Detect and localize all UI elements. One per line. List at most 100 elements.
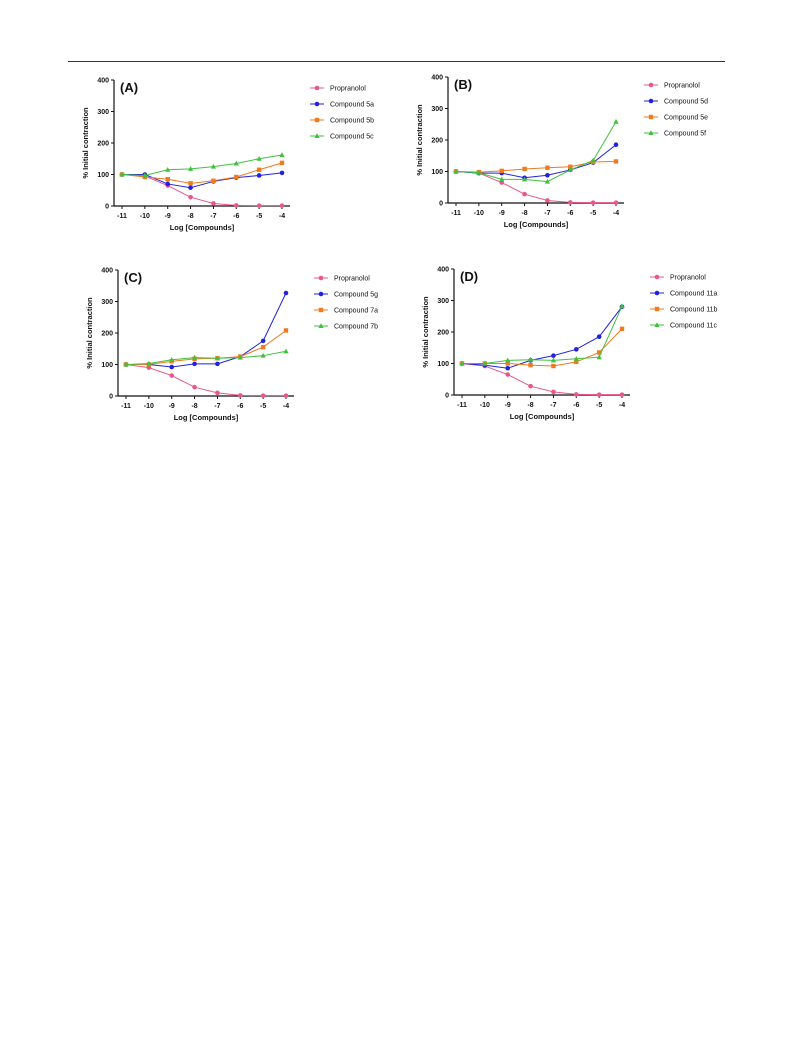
panel-label: (B) xyxy=(454,77,472,92)
y-tick-label: 0 xyxy=(439,201,443,208)
data-point xyxy=(619,392,625,397)
data-point xyxy=(260,352,266,358)
chart-panel-b: (B) 0 100 200 300 400 -11 -10 -9 -8 -7 -6 -5 -4 Log [C… xyxy=(396,65,736,265)
legend-marker xyxy=(648,114,654,120)
data-point xyxy=(165,177,170,182)
data-point xyxy=(522,166,527,172)
series-0 xyxy=(453,169,619,205)
legend-label: Compound 5a xyxy=(330,102,374,109)
x-tick-label: -5 xyxy=(260,403,266,410)
x-tick-label: -6 xyxy=(573,402,579,409)
data-point xyxy=(505,365,511,371)
data-point xyxy=(613,200,619,205)
data-point xyxy=(279,203,285,208)
x-tick-label: -11 xyxy=(117,213,127,220)
x-tick-label: -9 xyxy=(169,403,175,410)
x-tick-label: -10 xyxy=(480,402,490,409)
series-1 xyxy=(459,304,625,371)
data-point xyxy=(550,357,557,363)
x-tick-label: -10 xyxy=(474,210,484,217)
legend-marker xyxy=(318,275,324,281)
data-point xyxy=(283,328,289,333)
data-point xyxy=(188,181,193,186)
y-tick-label: 300 xyxy=(101,299,113,306)
data-point xyxy=(256,203,262,208)
series-3 xyxy=(453,118,619,184)
data-point xyxy=(283,290,289,296)
x-tick-label: -8 xyxy=(521,210,527,217)
data-point xyxy=(551,353,556,358)
series-line xyxy=(455,144,617,179)
panel-label: (C) xyxy=(124,270,142,285)
legend-label: Compound 5d xyxy=(664,99,708,106)
x-tick-label: -5 xyxy=(590,210,596,217)
series-line xyxy=(125,364,286,397)
legend-label: Propranolol xyxy=(334,276,370,283)
chart-svg-d: (D) 0 100 200 300 400 -11 -10 -9 -8 -7 -6 -5 -4 Log [C… xyxy=(421,267,717,422)
legend-label: Compound 5f xyxy=(664,131,706,138)
y-tick-label: 100 xyxy=(101,362,113,369)
x-tick-label: -8 xyxy=(187,213,193,220)
legend-marker xyxy=(318,323,324,328)
legend-label: Compound 5b xyxy=(330,118,374,125)
data-point xyxy=(233,203,239,208)
series-line xyxy=(462,328,623,367)
data-point xyxy=(459,360,465,366)
x-tick-label: -11 xyxy=(121,403,131,410)
panel-label: (A) xyxy=(120,80,138,95)
data-point xyxy=(573,355,579,361)
series-2 xyxy=(123,328,289,367)
x-tick-label: -4 xyxy=(283,403,289,410)
data-point xyxy=(476,169,482,175)
data-point xyxy=(169,364,175,370)
data-point xyxy=(567,167,573,172)
data-point xyxy=(596,354,602,360)
data-point xyxy=(482,360,488,366)
legend-label: Propranolol xyxy=(330,86,366,93)
chart-panel-a: (A) 0 100 200 300 400 -11 -10 -9 -8 -7 -6 -5 -4 Log [C… xyxy=(62,68,402,268)
data-point xyxy=(165,181,171,187)
legend-label: Propranolol xyxy=(664,83,700,90)
data-point xyxy=(590,157,596,163)
data-point xyxy=(522,191,527,197)
legend-label: Compound 5e xyxy=(664,115,708,122)
x-tick-label: -7 xyxy=(550,402,556,409)
y-tick-label: 400 xyxy=(101,268,113,275)
data-point xyxy=(142,172,148,178)
series-3 xyxy=(119,152,285,178)
chart-panel-d: (D) 0 100 200 300 400 -11 -10 -9 -8 -7 -6 -5 -4 Log [C… xyxy=(402,257,742,457)
legend-label: Compound 7b xyxy=(334,324,378,331)
series-line xyxy=(121,154,283,176)
x-tick-label: -9 xyxy=(165,213,171,220)
x-tick-label: -7 xyxy=(210,213,216,220)
series-line xyxy=(126,292,287,368)
legend-marker xyxy=(314,117,320,123)
data-point xyxy=(505,361,510,366)
data-point xyxy=(283,348,289,354)
y-tick-label: 100 xyxy=(97,172,109,179)
y-tick-label: 200 xyxy=(437,330,449,337)
data-point xyxy=(256,173,262,178)
legend-label: Compound 11c xyxy=(670,323,717,330)
legend-marker xyxy=(314,85,320,91)
x-axis-title: Log [Compounds] xyxy=(174,413,239,422)
legend-label: Compound 5g xyxy=(334,292,378,299)
y-tick-label: 400 xyxy=(97,78,109,85)
data-point xyxy=(192,361,197,367)
data-point xyxy=(260,393,266,398)
legend-marker xyxy=(654,322,660,327)
x-axis-title: Log [Compounds] xyxy=(170,223,235,232)
x-tick-label: -8 xyxy=(527,402,533,409)
data-point xyxy=(453,168,459,174)
data-point xyxy=(596,350,602,355)
x-tick-label: -9 xyxy=(499,210,505,217)
data-point xyxy=(596,392,602,397)
data-point xyxy=(237,354,243,360)
header-rule xyxy=(68,61,725,62)
y-axis-title: % Initial contraction xyxy=(415,104,424,176)
data-point xyxy=(521,176,528,182)
chart-svg-a: (A) 0 100 200 300 400 -11 -10 -9 -8 -7 -6 -5 -4 Log [C… xyxy=(81,78,374,233)
y-tick-label: 100 xyxy=(437,361,449,368)
y-tick-label: 200 xyxy=(101,331,113,338)
data-point xyxy=(188,194,193,200)
